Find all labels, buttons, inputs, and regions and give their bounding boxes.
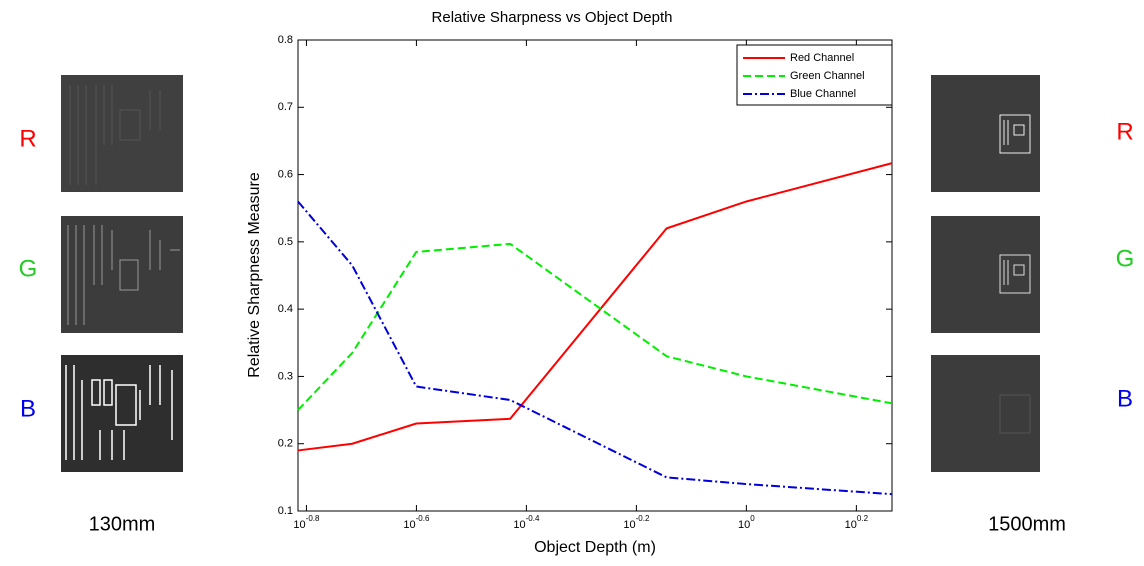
x-tick-exponent: -0.8 xyxy=(306,514,320,523)
x-tick-base: 10 xyxy=(293,519,305,531)
x-tick-label: 10-0.4 xyxy=(513,514,540,531)
legend-label: Green Channel xyxy=(790,70,865,82)
x-tick-base: 10 xyxy=(738,519,750,531)
y-tick-label: 0.1 xyxy=(278,505,293,517)
depth-caption: 130mm xyxy=(89,513,156,535)
y-axis-label: Relative Sharpness Measure xyxy=(246,172,263,378)
y-tick-label: 0.4 xyxy=(278,303,293,315)
legend-label: Red Channel xyxy=(790,52,854,64)
series-line xyxy=(297,200,893,496)
image-pattern xyxy=(65,365,173,460)
chart-title: Relative Sharpness vs Object Depth xyxy=(432,9,673,26)
right-panels: R G B 1500mm xyxy=(931,75,1134,535)
channel-label: R xyxy=(19,125,36,152)
x-tick-base: 10 xyxy=(403,519,415,531)
x-tick-base: 10 xyxy=(513,519,525,531)
x-tick-label: 10-0.6 xyxy=(403,514,430,531)
series-line xyxy=(297,162,893,452)
y-tick-label: 0.3 xyxy=(278,370,293,382)
channel-label: G xyxy=(1116,245,1135,272)
y-tick-label: 0.7 xyxy=(278,101,293,113)
channel-label: G xyxy=(19,255,38,282)
image-pattern xyxy=(999,254,1031,294)
image xyxy=(931,355,1040,472)
image xyxy=(61,216,183,333)
image xyxy=(931,75,1040,192)
image xyxy=(61,75,183,192)
image-pattern xyxy=(999,394,1031,434)
x-tick-exponent: 0 xyxy=(750,514,755,523)
x-tick-exponent: -0.4 xyxy=(526,514,540,523)
image-pattern xyxy=(69,85,161,185)
x-tick-label: 100 xyxy=(738,514,755,531)
x-tick-label: 100.2 xyxy=(845,514,869,531)
plot-frame xyxy=(297,39,893,512)
channel-label: R xyxy=(1116,118,1133,145)
x-tick-exponent: -0.6 xyxy=(416,514,430,523)
channel-label: B xyxy=(20,395,36,422)
x-axis-label: Object Depth (m) xyxy=(534,539,656,556)
legend-label: Blue Channel xyxy=(790,88,856,100)
x-tick-exponent: -0.2 xyxy=(636,514,650,523)
y-tick-label: 0.2 xyxy=(278,438,293,450)
series-line xyxy=(297,242,893,411)
x-tick-base: 10 xyxy=(623,519,635,531)
channel-label: B xyxy=(1117,385,1133,412)
left-panels: R G B 130mm xyxy=(19,75,183,535)
image-pattern xyxy=(67,225,180,325)
x-tick-exponent: 0.2 xyxy=(857,514,869,523)
y-tick-label: 0.8 xyxy=(278,34,293,46)
depth-caption: 1500mm xyxy=(988,513,1066,535)
x-tick-label: 10-0.8 xyxy=(293,514,320,531)
image xyxy=(61,355,183,472)
x-tick-label: 10-0.2 xyxy=(623,514,650,531)
y-tick-label: 0.5 xyxy=(278,236,293,248)
image-pattern xyxy=(999,114,1031,154)
x-tick-base: 10 xyxy=(845,519,857,531)
y-tick-label: 0.6 xyxy=(278,168,293,180)
